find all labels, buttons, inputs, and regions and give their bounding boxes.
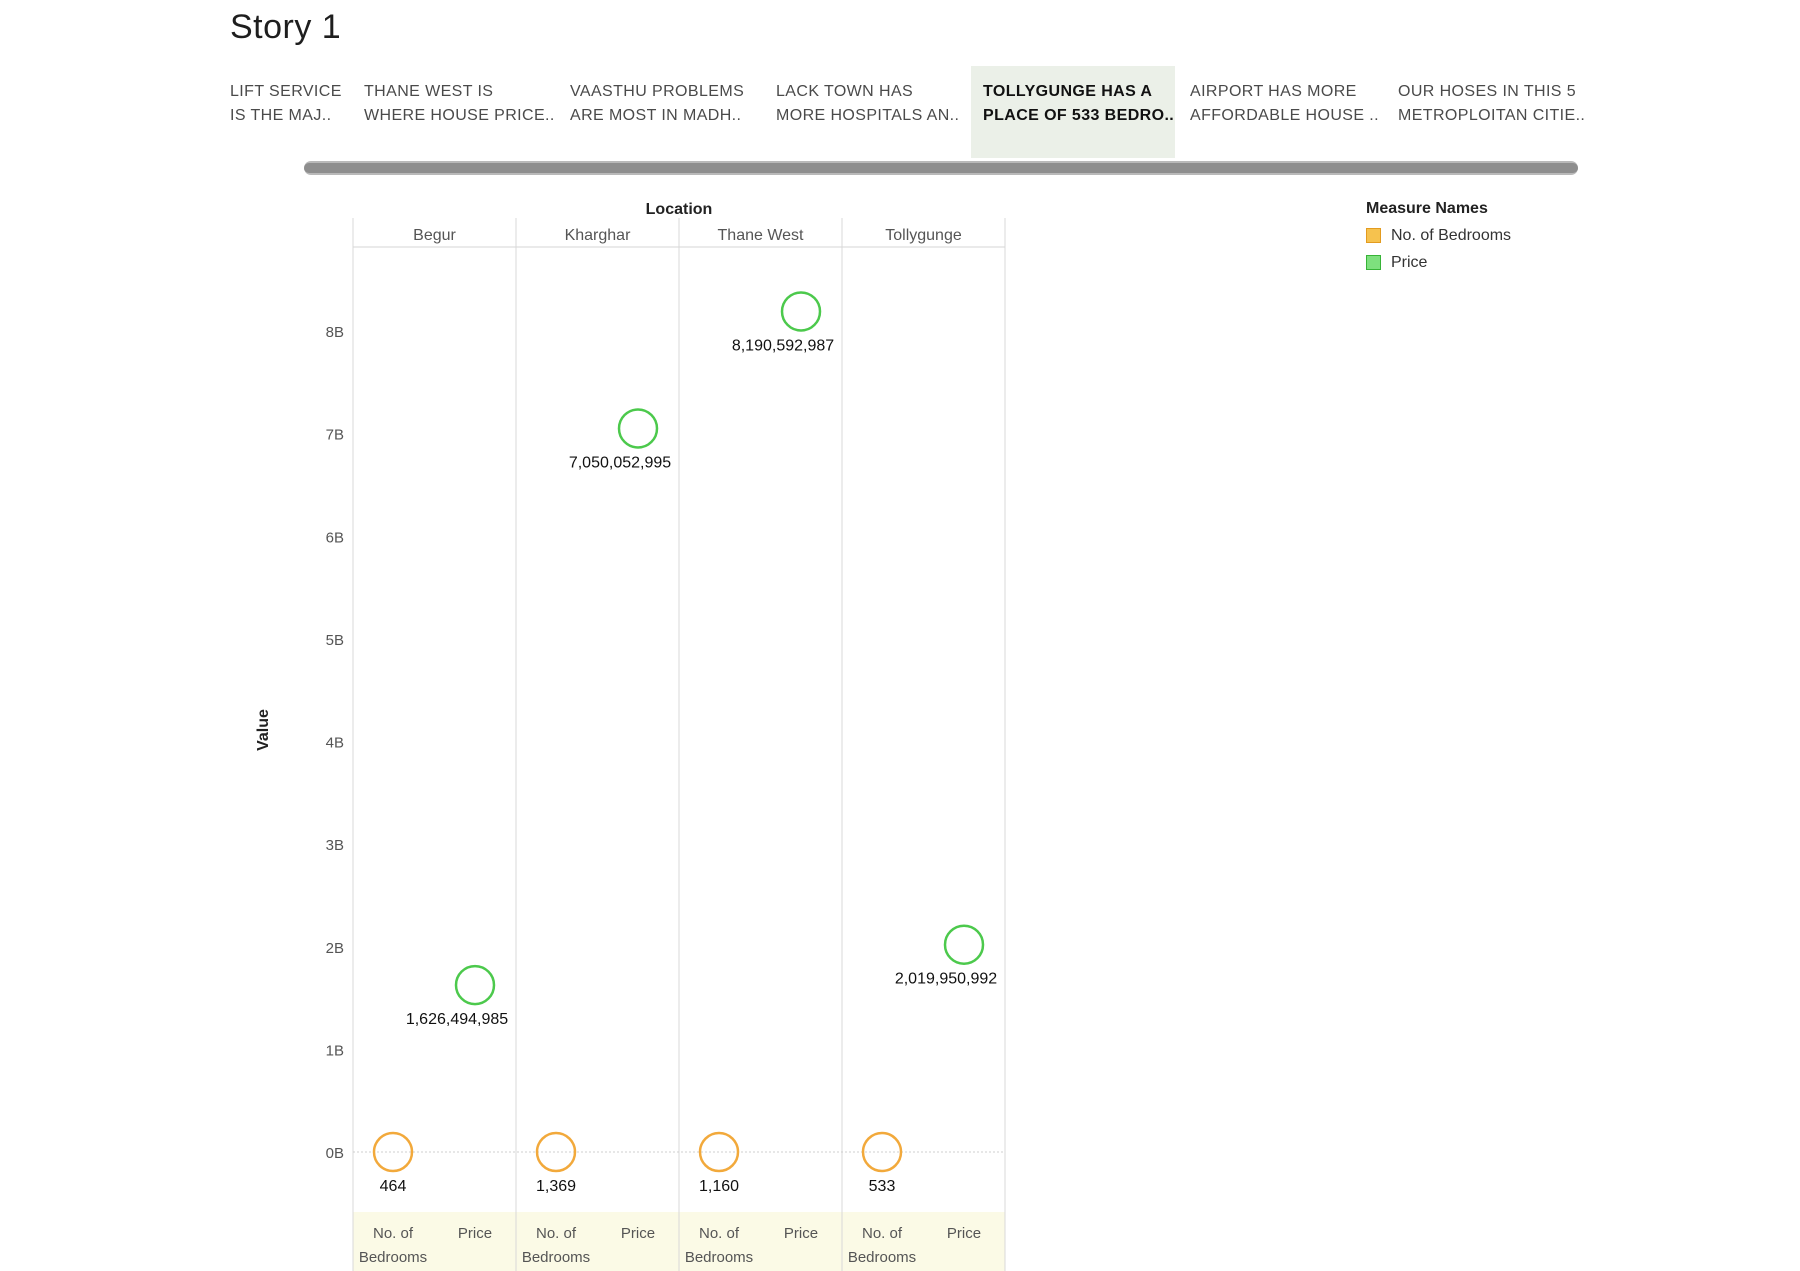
measure-axis-label: Price (458, 1225, 492, 1242)
y-tick-label: 0B (326, 1145, 344, 1162)
bedrooms-point (861, 1131, 903, 1173)
tab-label-line1: LACK TOWN HAS (776, 83, 914, 100)
tab-label-line1: LIFT SERVICE (230, 83, 342, 100)
legend-label-price: Price (1391, 253, 1428, 271)
bedrooms-data-label: 1,160 (699, 1178, 739, 1195)
measure-axis-label: Bedrooms (848, 1249, 916, 1266)
measure-axis-label: No. of (373, 1225, 414, 1242)
bedrooms-data-label: 533 (869, 1178, 896, 1195)
story-tabs: LIFT SERVICE IS THE MAJ.. THANE WEST IS … (0, 0, 1800, 160)
tab-lack-town[interactable]: LACK TOWN HAS MORE HOSPITALS AN.. (776, 66, 966, 158)
measure-axis-label: Price (784, 1225, 818, 1242)
tabs-scrollbar-thumb[interactable] (304, 163, 1578, 173)
story-title: Story 1 (230, 8, 342, 46)
measure-axis-label: Bedrooms (522, 1249, 590, 1266)
tab-label-line2: PLACE OF 533 BEDRO.. (983, 107, 1175, 124)
y-tick-label: 5B (326, 632, 344, 649)
price-data-label: 1,626,494,985 (406, 1011, 508, 1028)
tab-tollygunge[interactable]: TOLLYGUNGE HAS A PLACE OF 533 BEDRO.. (971, 66, 1175, 158)
bedrooms-data-label: 464 (380, 1178, 407, 1195)
tab-label-line2: WHERE HOUSE PRICE.. (364, 107, 554, 124)
tab-label-line1: TOLLYGUNGE HAS A (983, 83, 1153, 100)
measure-axis-label: Price (621, 1225, 655, 1242)
measure-axis-label: Bedrooms (685, 1249, 753, 1266)
y-tick-label: 8B (326, 324, 344, 341)
measure-axis-label: Bedrooms (359, 1249, 427, 1266)
y-tick-label: 2B (326, 940, 344, 957)
tab-label-line2: IS THE MAJ.. (230, 107, 332, 124)
tab-label-line1: AIRPORT HAS MORE (1190, 83, 1357, 100)
column-header-title: Location (646, 201, 713, 218)
price-point (454, 964, 496, 1006)
legend-swatch-bedrooms (1366, 228, 1381, 243)
tab-vaasthu-problems[interactable]: VAASTHU PROBLEMS ARE MOST IN MADH.. (570, 66, 760, 158)
tab-metropolitan-cities[interactable]: OUR HOSES IN THIS 5 METROPLOITAN CITIE.. (1398, 66, 1588, 158)
legend-item-price[interactable]: Price (1366, 249, 1511, 276)
location-header: Tollygunge (885, 227, 962, 244)
tab-label-line1: THANE WEST IS (364, 83, 494, 100)
legend: Measure Names No. of Bedrooms Price (1366, 200, 1511, 276)
y-tick-label: 7B (326, 427, 344, 444)
location-header: Begur (413, 227, 456, 244)
price-point (780, 291, 822, 332)
legend-item-bedrooms[interactable]: No. of Bedrooms (1366, 222, 1511, 249)
price-point (943, 924, 985, 965)
price-data-label: 2,019,950,992 (895, 971, 997, 988)
legend-swatch-price (1366, 255, 1381, 270)
tab-label-line1: OUR HOSES IN THIS 5 (1398, 83, 1577, 100)
location-header: Kharghar (565, 227, 631, 244)
measure-axis-label: No. of (536, 1225, 577, 1242)
legend-label-bedrooms: No. of Bedrooms (1391, 226, 1512, 244)
y-tick-label: 6B (326, 529, 344, 546)
tab-label-line2: METROPLOITAN CITIE.. (1398, 107, 1586, 124)
tab-label-line1: VAASTHU PROBLEMS (570, 83, 745, 100)
y-tick-label: 3B (326, 837, 344, 854)
tab-thane-west[interactable]: THANE WEST IS WHERE HOUSE PRICE.. (364, 66, 554, 158)
tab-label-line2: MORE HOSPITALS AN.. (776, 107, 960, 124)
y-axis-title: Value (255, 709, 272, 751)
measure-axis-label: Price (947, 1225, 981, 1242)
bedrooms-point (535, 1131, 577, 1173)
tab-lift-service[interactable]: LIFT SERVICE IS THE MAJ.. (230, 66, 346, 158)
bedrooms-point (372, 1131, 414, 1173)
bedrooms-data-label: 1,369 (536, 1178, 576, 1195)
tab-label-line2: ARE MOST IN MADH.. (570, 107, 742, 124)
tab-airport[interactable]: AIRPORT HAS MORE AFFORDABLE HOUSE .. (1190, 66, 1380, 158)
legend-title: Measure Names (1366, 200, 1488, 217)
measure-axis-label: No. of (699, 1225, 740, 1242)
tab-label-line2: AFFORDABLE HOUSE .. (1190, 107, 1379, 124)
y-tick-label: 1B (326, 1042, 344, 1059)
price-data-label: 7,050,052,995 (569, 454, 671, 471)
tabs-scrollbar[interactable] (304, 161, 1578, 175)
price-point (617, 408, 659, 449)
measure-axis-label: No. of (862, 1225, 903, 1242)
y-tick-label: 4B (326, 735, 344, 752)
bedrooms-point (698, 1131, 740, 1173)
location-header: Thane West (718, 227, 805, 244)
price-data-label: 8,190,592,987 (732, 337, 834, 354)
